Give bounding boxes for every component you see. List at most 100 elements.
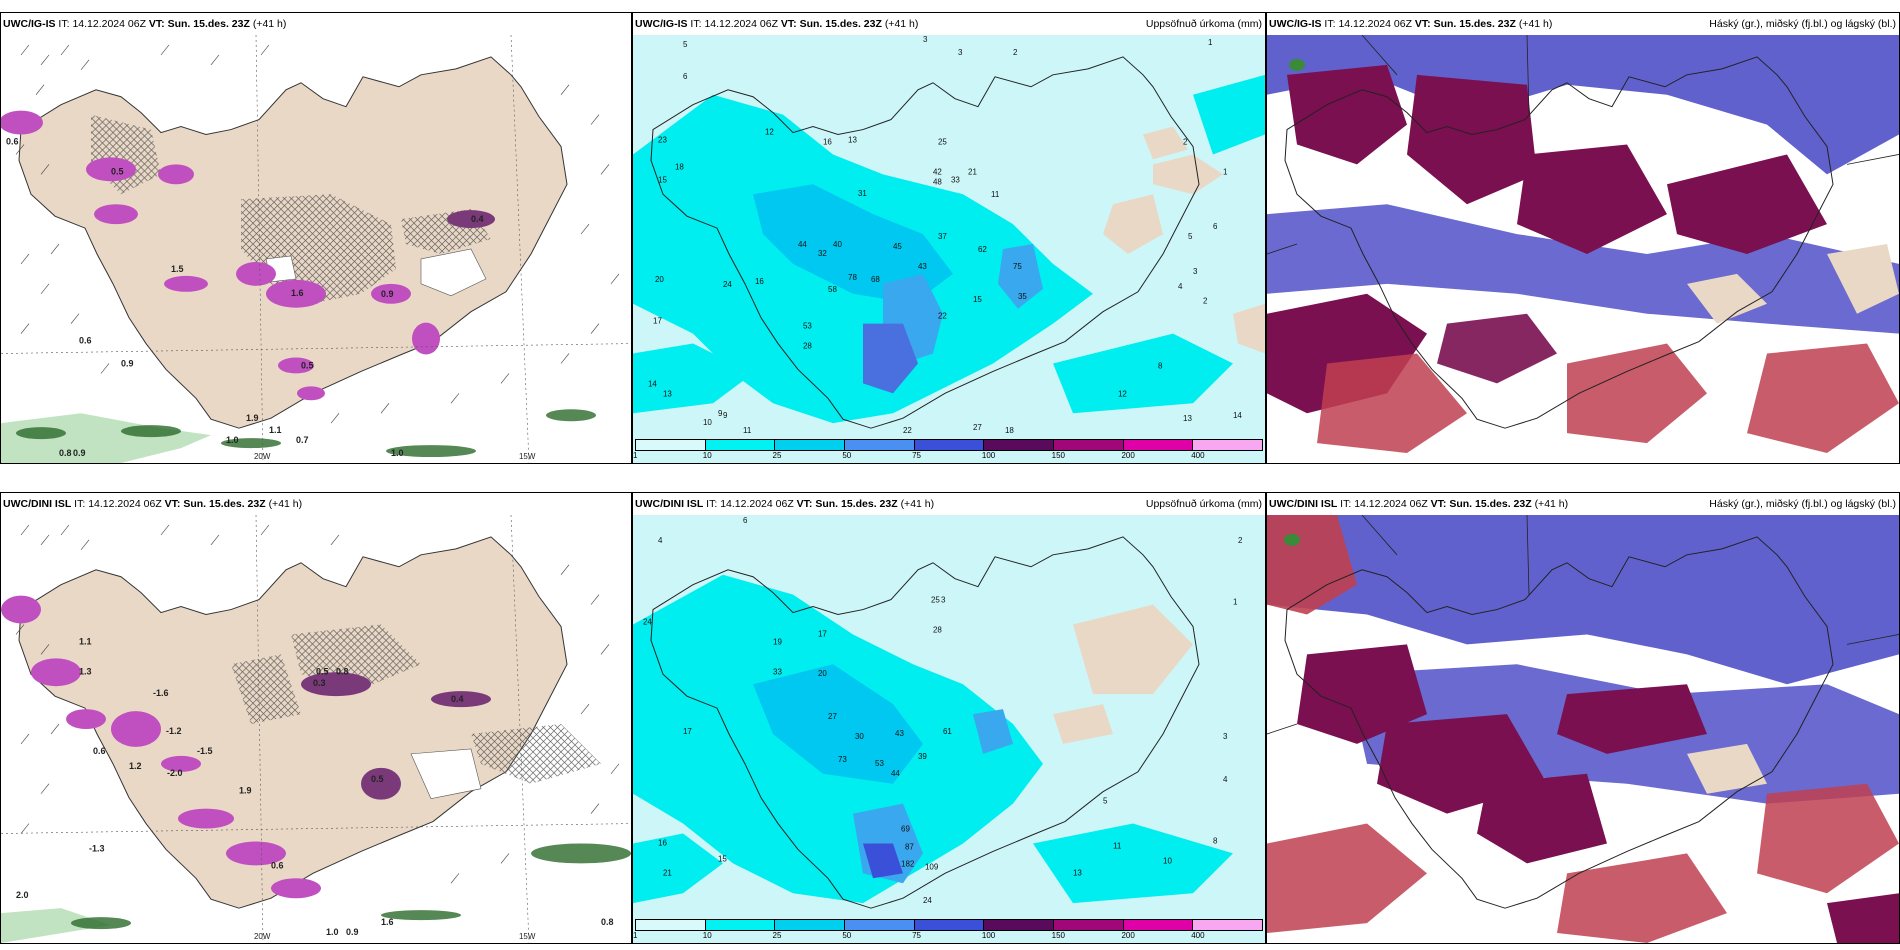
cloud-map bbox=[1267, 515, 1899, 943]
colorbar-swatch bbox=[845, 440, 915, 450]
svg-text:15: 15 bbox=[973, 295, 982, 304]
svg-text:33: 33 bbox=[951, 175, 960, 184]
temperature-blob bbox=[1, 110, 43, 135]
temperature-blob bbox=[266, 279, 326, 308]
colorbar-swatch bbox=[636, 920, 706, 930]
cloud-map bbox=[1267, 35, 1899, 463]
map-area: 5 6 3 3 2 1 23 18 15 12 16 13 25 42 48 3… bbox=[633, 35, 1265, 463]
svg-text:0.6: 0.6 bbox=[93, 746, 106, 756]
vt-label: VT: bbox=[1414, 18, 1431, 30]
svg-text:23: 23 bbox=[658, 136, 667, 145]
svg-text:8: 8 bbox=[1158, 361, 1163, 370]
model-name: UWC/DINI ISL bbox=[3, 498, 72, 510]
axis-label: 20W bbox=[254, 452, 271, 461]
svg-text:20W: 20W bbox=[254, 932, 271, 941]
it-label: IT: bbox=[74, 498, 86, 510]
temp-value: 0.6 bbox=[6, 137, 19, 147]
svg-text:20: 20 bbox=[818, 669, 827, 678]
panel-header: UWC/DINI ISL IT: 14.12.2024 06Z VT: Sun.… bbox=[633, 493, 1265, 515]
temperature-blob bbox=[164, 275, 208, 292]
colorbar-label: 200 bbox=[1121, 451, 1135, 460]
temperature-blob bbox=[371, 283, 411, 304]
map-area: 6 4 3 2 1 24 19 17 25 28 33 20 27 30 43 … bbox=[633, 515, 1265, 943]
svg-text:1.0: 1.0 bbox=[326, 927, 339, 937]
svg-text:109: 109 bbox=[925, 862, 939, 871]
it-value: 14.12.2024 06Z bbox=[72, 18, 146, 30]
svg-text:0.5: 0.5 bbox=[371, 774, 384, 784]
temperature-blob bbox=[412, 322, 440, 355]
temp-value: 1.6 bbox=[291, 288, 304, 298]
vt-value: Sun. 15.des. 23Z bbox=[167, 18, 250, 30]
svg-text:22: 22 bbox=[903, 426, 912, 435]
svg-text:3: 3 bbox=[1223, 732, 1228, 741]
svg-text:3: 3 bbox=[958, 48, 963, 57]
svg-text:43: 43 bbox=[918, 262, 927, 271]
colorbar-swatch bbox=[775, 440, 846, 450]
model-name: UWC/IG-IS bbox=[3, 18, 56, 30]
svg-text:15W: 15W bbox=[519, 932, 536, 941]
svg-text:1.9: 1.9 bbox=[239, 786, 252, 796]
svg-text:35: 35 bbox=[1018, 292, 1027, 301]
temp-value: 1.5 bbox=[171, 264, 184, 274]
temperature-blob bbox=[236, 261, 276, 286]
colorbar-swatch bbox=[984, 440, 1055, 450]
map-panel-bottom-middle: UWC/DINI ISL IT: 14.12.2024 06Z VT: Sun.… bbox=[632, 492, 1266, 944]
svg-text:4: 4 bbox=[658, 536, 663, 545]
colorbar-label: 75 bbox=[912, 451, 922, 460]
svg-text:182: 182 bbox=[901, 859, 915, 868]
it-value: 14.12.2024 06Z bbox=[720, 498, 794, 510]
svg-text:6: 6 bbox=[683, 72, 688, 81]
svg-text:11: 11 bbox=[743, 426, 752, 435]
svg-text:3: 3 bbox=[1193, 267, 1198, 276]
panel-header: UWC/DINI ISL IT: 14.12.2024 06Z VT: Sun.… bbox=[1, 493, 631, 515]
lead-time: (+41 h) bbox=[900, 498, 935, 510]
it-label: IT: bbox=[690, 18, 702, 30]
svg-text:48: 48 bbox=[933, 177, 942, 186]
svg-text:0.8: 0.8 bbox=[336, 666, 349, 676]
svg-text:40: 40 bbox=[833, 240, 842, 249]
svg-text:13: 13 bbox=[1073, 868, 1082, 877]
temperature-blob bbox=[86, 157, 136, 182]
svg-text:5: 5 bbox=[683, 40, 688, 49]
svg-text:18: 18 bbox=[1005, 426, 1014, 435]
svg-text:1: 1 bbox=[1233, 598, 1238, 607]
wind-temperature-map: 1.1 1.3 -1.6 -1.2 0.6 1.2 -1.5 -2.0 1.9 … bbox=[1, 515, 631, 943]
temp-value: 0.5 bbox=[301, 360, 314, 370]
lead-time: (+41 h) bbox=[268, 498, 303, 510]
svg-text:18: 18 bbox=[675, 162, 684, 171]
svg-text:6: 6 bbox=[1213, 222, 1218, 231]
colorbar-label: 50 bbox=[842, 451, 852, 460]
temperature-blob bbox=[94, 204, 138, 225]
svg-text:87: 87 bbox=[905, 842, 914, 851]
colorbar-label: 150 bbox=[1051, 451, 1066, 460]
svg-text:3: 3 bbox=[941, 596, 946, 605]
colorbar-label: 25 bbox=[772, 451, 782, 460]
colorbar-swatch bbox=[1054, 920, 1124, 930]
temp-value: 1.0 bbox=[391, 448, 404, 458]
svg-text:1: 1 bbox=[1223, 167, 1228, 176]
it-value: 14.12.2024 06Z bbox=[1354, 498, 1428, 510]
svg-text:22: 22 bbox=[938, 312, 947, 321]
temp-value: 0.9 bbox=[121, 358, 134, 368]
lead-time: (+41 h) bbox=[252, 18, 287, 30]
svg-text:9: 9 bbox=[723, 411, 728, 420]
map-panel-bottom-right: UWC/DINI ISL IT: 14.12.2024 06Z VT: Sun.… bbox=[1266, 492, 1900, 944]
svg-text:27: 27 bbox=[973, 423, 982, 432]
it-value: 14.12.2024 06Z bbox=[88, 498, 162, 510]
it-label: IT: bbox=[1340, 498, 1352, 510]
svg-text:3: 3 bbox=[923, 35, 928, 44]
temp-value: 0.7 bbox=[296, 435, 309, 445]
lead-time: (+41 h) bbox=[884, 18, 919, 30]
panel-variable-title: Uppsöfnuð úrkoma (mm) bbox=[1145, 498, 1262, 510]
colorbar-label: 10 bbox=[702, 931, 712, 940]
colorbar-swatch bbox=[1123, 440, 1194, 450]
colorbar-label: 1 bbox=[633, 451, 638, 460]
svg-text:4: 4 bbox=[1178, 282, 1183, 291]
colorbar-swatch bbox=[914, 440, 985, 450]
svg-text:44: 44 bbox=[891, 769, 900, 778]
svg-text:42: 42 bbox=[933, 167, 942, 176]
colorbar-label: 200 bbox=[1121, 931, 1135, 940]
svg-text:17: 17 bbox=[818, 629, 827, 638]
svg-text:62: 62 bbox=[978, 245, 987, 254]
svg-text:53: 53 bbox=[803, 322, 812, 331]
